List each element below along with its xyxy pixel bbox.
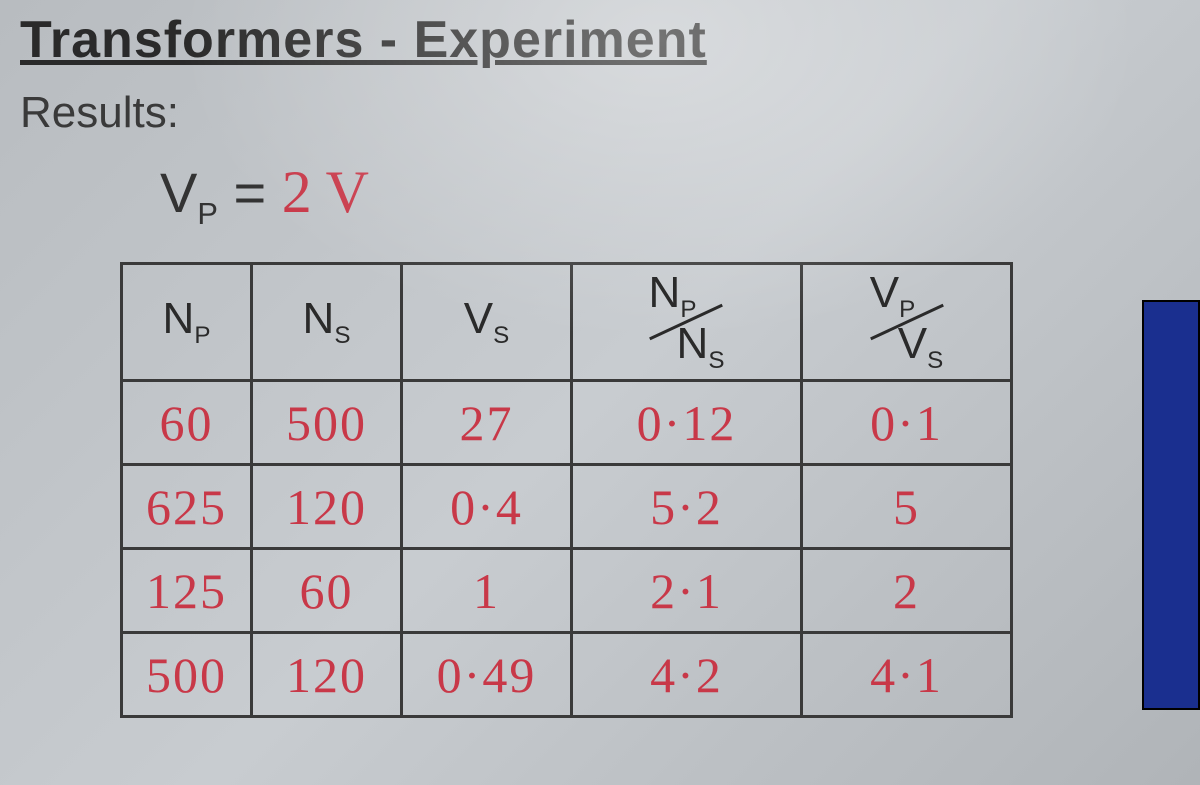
blue-side-panel: [1142, 300, 1200, 710]
cell-np-over-ns: 0·12: [572, 381, 802, 465]
cell-ns: 500: [252, 381, 402, 465]
cell-np: 625: [122, 465, 252, 549]
cell-np-over-ns: 4·2: [572, 633, 802, 717]
vp-symbol: V: [160, 161, 197, 224]
vp-equation: VP = 2 V: [160, 158, 1180, 232]
table-row: 60 500 27 0·12 0·1: [122, 381, 1012, 465]
page-title: Transformers - Experiment: [20, 10, 1180, 70]
vs-sub: S: [493, 322, 509, 349]
cell-np-over-ns: 2·1: [572, 549, 802, 633]
cell-vs: 27: [402, 381, 572, 465]
r2-den-sub: S: [927, 347, 943, 374]
col-header-np: NP: [122, 264, 252, 381]
cell-ns: 120: [252, 465, 402, 549]
cell-np: 60: [122, 381, 252, 465]
table-header-row: NP NS VS NP NS VP VS: [122, 264, 1012, 381]
cell-ns: 60: [252, 549, 402, 633]
vs-sym: V: [464, 294, 493, 343]
cell-np: 500: [122, 633, 252, 717]
col-header-vs: VS: [402, 264, 572, 381]
table-row: 625 120 0·4 5·2 5: [122, 465, 1012, 549]
cell-np: 125: [122, 549, 252, 633]
cell-vs: 1: [402, 549, 572, 633]
col-header-ns: NS: [252, 264, 402, 381]
cell-vs: 0·49: [402, 633, 572, 717]
equals-sign: =: [218, 161, 282, 224]
cell-vp-over-vs: 5: [802, 465, 1012, 549]
np-sym: N: [163, 294, 195, 343]
r2-num-sym: V: [870, 268, 899, 317]
r1-den-sym: N: [677, 319, 709, 368]
vp-subscript: P: [197, 196, 218, 231]
vp-value: 2 V: [282, 159, 369, 225]
cell-vp-over-vs: 0·1: [802, 381, 1012, 465]
cell-vs: 0·4: [402, 465, 572, 549]
table-row: 125 60 1 2·1 2: [122, 549, 1012, 633]
cell-np-over-ns: 5·2: [572, 465, 802, 549]
cell-vp-over-vs: 2: [802, 549, 1012, 633]
table-row: 500 120 0·49 4·2 4·1: [122, 633, 1012, 717]
r1-den-sub: S: [708, 347, 724, 374]
np-sub: P: [194, 322, 210, 349]
results-table: NP NS VS NP NS VP VS: [120, 262, 1013, 718]
r1-num-sym: N: [649, 268, 681, 317]
ns-sym: N: [303, 294, 335, 343]
col-header-vp-over-vs: VP VS: [802, 264, 1012, 381]
ns-sub: S: [334, 322, 350, 349]
results-label: Results:: [20, 88, 1180, 138]
cell-ns: 120: [252, 633, 402, 717]
r2-den-sym: V: [898, 319, 927, 368]
cell-vp-over-vs: 4·1: [802, 633, 1012, 717]
col-header-np-over-ns: NP NS: [572, 264, 802, 381]
